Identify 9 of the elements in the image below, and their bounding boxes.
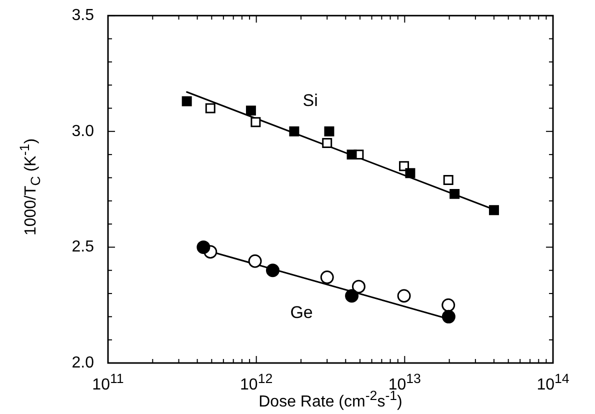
y-tick-label: 3.5 bbox=[72, 7, 94, 24]
series-label: Si bbox=[302, 90, 318, 110]
y-tick-label: 2.5 bbox=[72, 238, 94, 256]
y-tick-label: 2.0 bbox=[72, 354, 94, 372]
x-tick-label: 10$^{14}$ bbox=[536, 371, 570, 394]
y-tick-label: 3.0 bbox=[72, 122, 94, 140]
series-label: Ge bbox=[290, 302, 313, 322]
x-tick-label: 10$^{11}$ bbox=[92, 371, 124, 394]
x-tick-label: 10$^{12}$ bbox=[240, 371, 273, 394]
